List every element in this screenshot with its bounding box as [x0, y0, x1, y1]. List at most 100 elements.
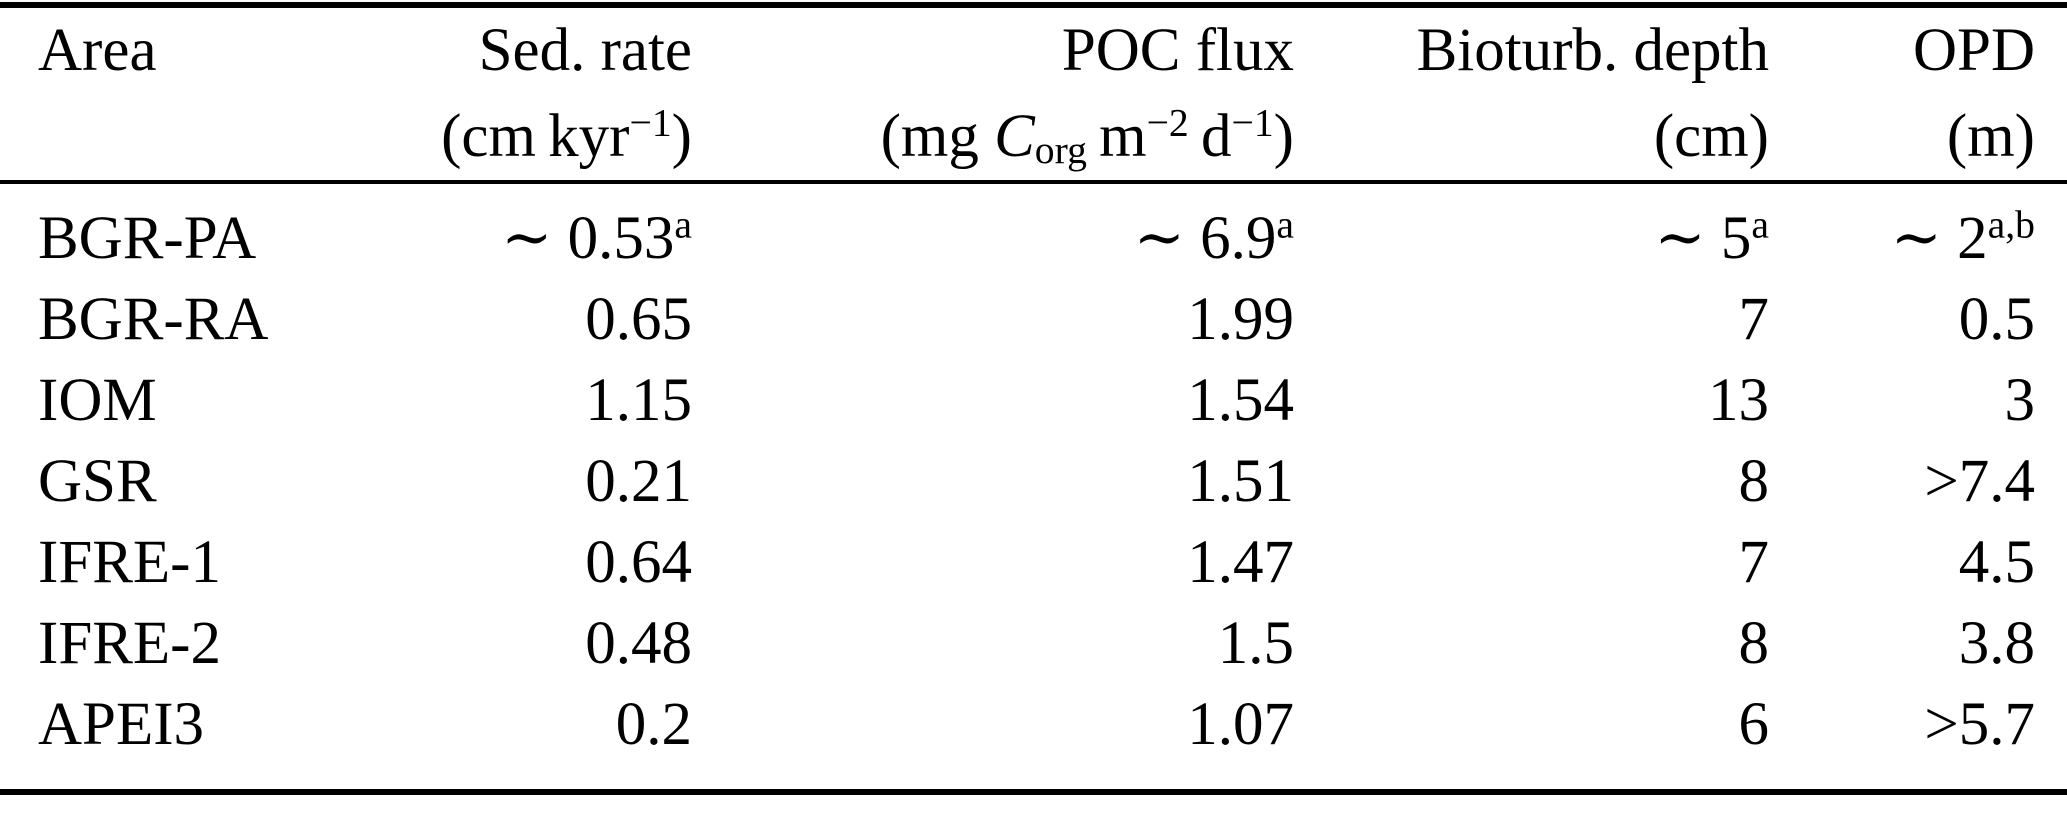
text-run: IFRE-1 [38, 529, 221, 596]
cell-bioturb-depth: ∼ 5a [1294, 182, 1769, 279]
text-run: 8 [1738, 448, 1770, 515]
cell-opd: >7.4 [1769, 441, 2067, 522]
column-unit: (mg Corg m−2 d−1) [692, 94, 1294, 180]
text-run: Sed. rate [478, 17, 692, 84]
text-run: 3.8 [1958, 610, 2035, 677]
column-header-sed-rate: Sed. rate (cm kyr−1) [340, 5, 692, 182]
text-run: ∼ 6.9 [1133, 205, 1277, 272]
text-run: 0.2 [615, 691, 692, 758]
cell-bioturb-depth: 13 [1294, 360, 1769, 441]
column-label: Bioturb. depth [1294, 8, 1769, 94]
superscript-note: −1 [1231, 100, 1274, 145]
row-header-area: IOM [0, 360, 340, 441]
header-row: Area Sed. rate (cm kyr−1) POC flux (mg Corg … [0, 5, 2067, 182]
column-header-poc-flux: POC flux (mg Corg m−2 d−1) [692, 5, 1294, 182]
text-run: 6 [1738, 691, 1770, 758]
superscript-note: −2 [1146, 100, 1189, 145]
text-run: 1.51 [1187, 448, 1294, 515]
table-row: APEI3 0.2 1.07 6 >5.7 [0, 684, 2067, 792]
row-header-area: IFRE-2 [0, 603, 340, 684]
text-run: POC flux [1061, 17, 1294, 84]
text-run: Area [38, 17, 157, 84]
text-run: ∼ 0.53 [501, 205, 675, 272]
text-run: 1.07 [1187, 691, 1294, 758]
table-row: BGR-RA 0.65 1.99 7 0.5 [0, 279, 2067, 360]
text-run: (cm kyr [441, 103, 630, 170]
text-run: (mg [880, 103, 995, 170]
table-row: IOM 1.15 1.54 13 3 [0, 360, 2067, 441]
table-header: Area Sed. rate (cm kyr−1) POC flux (mg Corg … [0, 5, 2067, 182]
row-header-area: APEI3 [0, 684, 340, 792]
table-row: IFRE-1 0.64 1.47 7 4.5 [0, 522, 2067, 603]
text-run: m [1086, 103, 1147, 170]
superscript-note: a [1751, 202, 1769, 247]
cell-opd: 0.5 [1769, 279, 2067, 360]
text-run: 0.64 [585, 529, 692, 596]
text-run: OPD [1912, 17, 2035, 84]
superscript-note: a,b [1987, 202, 2035, 247]
text-run: >7.4 [1924, 448, 2035, 515]
text-run: ∼ 5 [1654, 205, 1752, 272]
column-label: OPD [1769, 8, 2035, 94]
row-header-area: BGR-PA [0, 182, 340, 279]
text-run: 0.21 [585, 448, 692, 515]
cell-sed-rate: 1.15 [340, 360, 692, 441]
column-unit [38, 94, 340, 180]
cell-opd: 3 [1769, 360, 2067, 441]
cell-poc-flux: 1.07 [692, 684, 1294, 792]
cell-bioturb-depth: 7 [1294, 522, 1770, 603]
table-row: IFRE-2 0.48 1.5 8 3.8 [0, 603, 2067, 684]
text-run: 8 [1738, 610, 1770, 677]
cell-sed-rate: 0.21 [340, 441, 692, 522]
text-run: ∼ 2 [1890, 205, 1988, 272]
table-row: GSR 0.21 1.51 8 >7.4 [0, 441, 2067, 522]
text-run: 1.99 [1187, 286, 1294, 353]
text-run: 3 [2004, 367, 2036, 434]
cell-poc-flux: 1.5 [692, 603, 1294, 684]
column-label: POC flux [692, 8, 1294, 94]
text-run: GSR [38, 448, 157, 515]
cell-sed-rate: 0.2 [340, 684, 692, 792]
text-run: (m) [1946, 103, 2035, 170]
text-run: 4.5 [1958, 529, 2035, 596]
text-run: 1.47 [1187, 529, 1294, 596]
cell-opd: 4.5 [1769, 522, 2067, 603]
text-run: 1.54 [1187, 367, 1294, 434]
row-header-area: BGR-RA [0, 279, 340, 360]
text-run: Bioturb. depth [1416, 17, 1769, 84]
superscript-note: a [1276, 202, 1294, 247]
text-run: d [1188, 103, 1232, 170]
cell-bioturb-depth: 6 [1294, 684, 1770, 792]
row-header-area: IFRE-1 [0, 522, 340, 603]
column-header-bioturb-depth: Bioturb. depth (cm) [1294, 5, 1769, 182]
subscript-text: org [1034, 128, 1087, 173]
text-run: 7 [1738, 529, 1770, 596]
superscript-note: −1 [629, 100, 672, 145]
column-label: Area [38, 8, 340, 94]
column-unit: (cm) [1294, 94, 1769, 180]
column-unit: (cm kyr−1) [340, 94, 692, 180]
text-run: 1.15 [585, 367, 692, 434]
table-row: BGR-PA ∼ 0.53a ∼ 6.9a ∼ 5a ∼ 2a,b [0, 182, 2067, 279]
row-header-area: GSR [0, 441, 340, 522]
cell-poc-flux: ∼ 6.9a [692, 182, 1294, 279]
text-run: 1.5 [1217, 610, 1294, 677]
superscript-note: a [674, 202, 692, 247]
column-header-area: Area [0, 5, 340, 182]
text-run: IOM [38, 367, 157, 434]
column-label: Sed. rate [340, 8, 692, 94]
cell-opd: 3.8 [1769, 603, 2067, 684]
cell-opd: ∼ 2a,b [1769, 182, 2067, 279]
text-run: ) [671, 103, 692, 170]
text-run: 7 [1738, 286, 1770, 353]
text-run: 0.48 [585, 610, 692, 677]
cell-sed-rate: 0.48 [340, 603, 692, 684]
cell-poc-flux: 1.47 [692, 522, 1294, 603]
cell-poc-flux: 1.54 [692, 360, 1294, 441]
text-run: APEI3 [38, 691, 205, 758]
cell-bioturb-depth: 8 [1294, 603, 1770, 684]
text-run: ) [1273, 103, 1294, 170]
cell-bioturb-depth: 7 [1294, 279, 1770, 360]
text-run: 0.5 [1958, 286, 2035, 353]
cell-sed-rate: 0.65 [340, 279, 692, 360]
